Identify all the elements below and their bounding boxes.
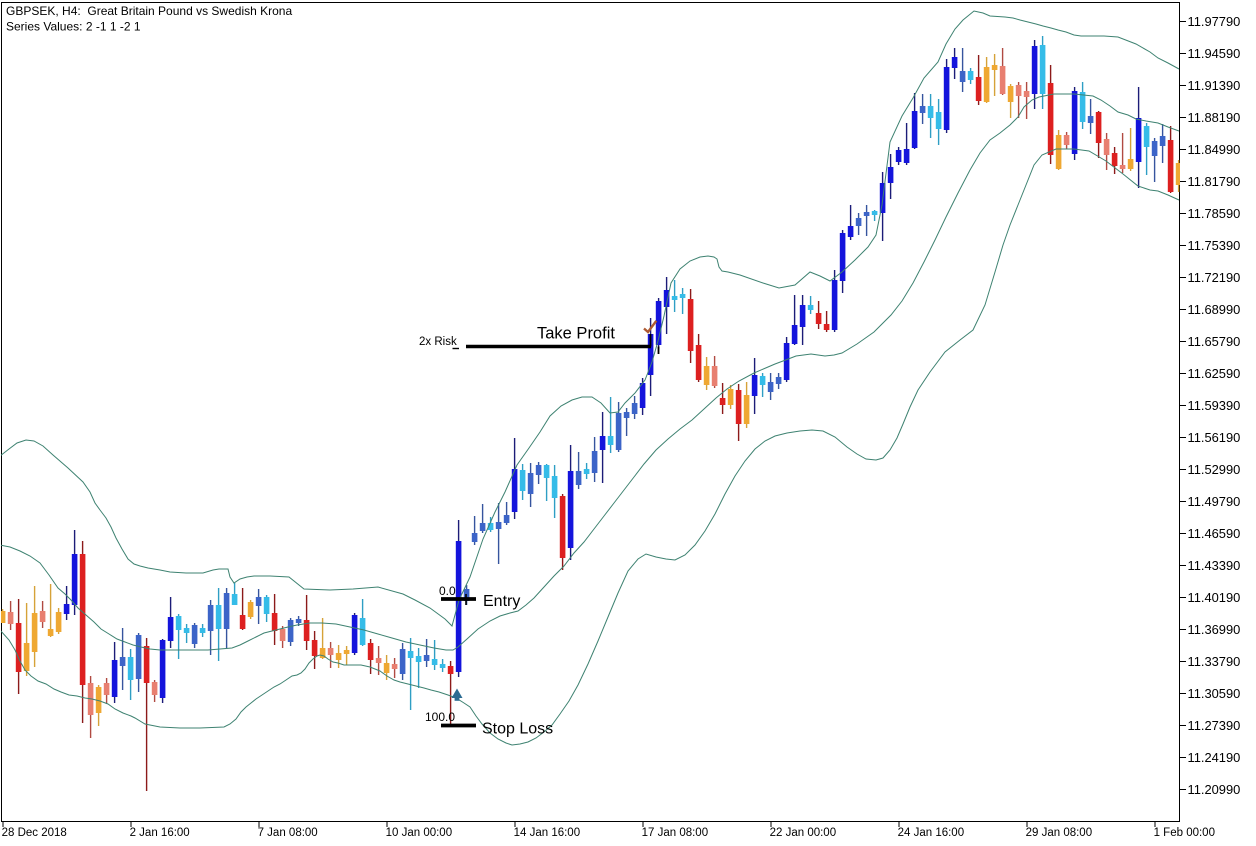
svg-text:11.49790: 11.49790 — [1188, 494, 1241, 509]
svg-text:100.0: 100.0 — [425, 710, 455, 724]
svg-text:11.97790: 11.97790 — [1188, 14, 1241, 29]
svg-text:10 Jan 00:00: 10 Jan 00:00 — [386, 827, 453, 839]
svg-text:11.84990: 11.84990 — [1188, 142, 1241, 157]
svg-text:11.56190: 11.56190 — [1188, 430, 1241, 445]
svg-text:Series Values: 2 -1 1 -2 1: Series Values: 2 -1 1 -2 1 — [6, 20, 141, 34]
svg-text:17 Jan 08:00: 17 Jan 08:00 — [642, 827, 709, 839]
svg-text:7 Jan 08:00: 7 Jan 08:00 — [258, 827, 318, 839]
svg-text:Take Profit: Take Profit — [537, 325, 615, 343]
svg-text:11.62590: 11.62590 — [1188, 366, 1241, 381]
svg-text:24 Jan 16:00: 24 Jan 16:00 — [898, 827, 965, 839]
svg-text:11.78590: 11.78590 — [1188, 206, 1241, 221]
svg-text:Entry: Entry — [483, 593, 520, 610]
svg-text:0.0: 0.0 — [439, 584, 456, 598]
svg-text:11.43390: 11.43390 — [1188, 558, 1241, 573]
svg-text:28 Dec 2018: 28 Dec 2018 — [2, 827, 67, 839]
svg-text:29 Jan 08:00: 29 Jan 08:00 — [1026, 827, 1093, 839]
svg-text:11.75390: 11.75390 — [1188, 238, 1241, 253]
svg-text:11.36990: 11.36990 — [1188, 622, 1241, 637]
svg-text:11.27390: 11.27390 — [1188, 718, 1241, 733]
svg-text:11.24190: 11.24190 — [1188, 750, 1241, 765]
svg-text:1 Feb 00:00: 1 Feb 00:00 — [1154, 827, 1215, 839]
svg-text:14 Jan 16:00: 14 Jan 16:00 — [514, 827, 581, 839]
svg-text:11.68990: 11.68990 — [1188, 302, 1241, 317]
svg-text:2 Jan 16:00: 2 Jan 16:00 — [130, 827, 190, 839]
svg-text:11.33790: 11.33790 — [1188, 654, 1241, 669]
svg-text:11.91390: 11.91390 — [1188, 78, 1241, 93]
svg-text:11.81790: 11.81790 — [1188, 174, 1241, 189]
svg-text:11.88190: 11.88190 — [1188, 110, 1241, 125]
svg-text:11.72190: 11.72190 — [1188, 270, 1241, 285]
svg-text:11.94590: 11.94590 — [1188, 46, 1241, 61]
svg-text:Stop Loss: Stop Loss — [482, 721, 553, 738]
svg-text:11.20990: 11.20990 — [1188, 782, 1241, 797]
svg-text:11.59390: 11.59390 — [1188, 398, 1241, 413]
svg-text:2x Risk: 2x Risk — [419, 336, 457, 348]
svg-text:11.30590: 11.30590 — [1188, 686, 1241, 701]
svg-text:GBPSEK, H4: Great Britain Pou: GBPSEK, H4: Great Britain Pound vs Swedi… — [6, 4, 292, 18]
svg-text:11.40190: 11.40190 — [1188, 590, 1241, 605]
svg-text:22 Jan 00:00: 22 Jan 00:00 — [770, 827, 837, 839]
svg-text:11.46590: 11.46590 — [1188, 526, 1241, 541]
svg-text:11.65790: 11.65790 — [1188, 334, 1241, 349]
svg-text:11.52990: 11.52990 — [1188, 462, 1241, 477]
